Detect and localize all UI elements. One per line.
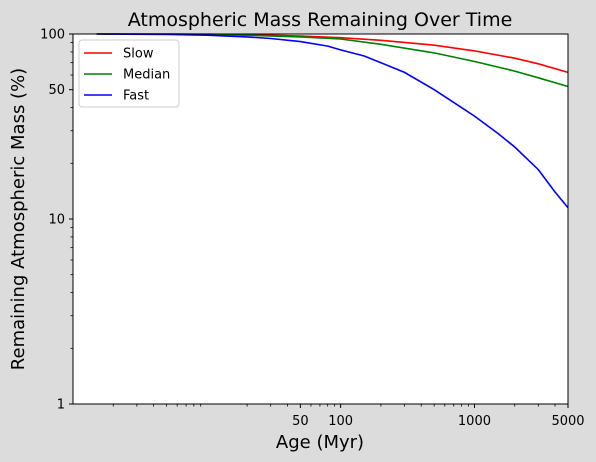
x-tick-label: 100: [328, 414, 353, 429]
y-tick-label: 1: [57, 398, 65, 413]
y-tick-label: 10: [48, 213, 65, 228]
y-axis-ticks: 1 10 50 100: [40, 28, 73, 413]
x-tick-label: 5000: [551, 414, 584, 429]
y-tick-label: 100: [40, 28, 65, 43]
legend-label-fast: Fast: [123, 89, 149, 104]
series-line-fast: [96, 33, 569, 209]
x-tick-label: 50: [292, 414, 309, 429]
y-tick-label: 50: [48, 83, 65, 98]
legend: Slow Median Fast: [78, 39, 180, 108]
chart-title: Atmospheric Mass Remaining Over Time: [128, 9, 513, 31]
legend-label-slow: Slow: [123, 47, 154, 62]
legend-label-median: Median: [123, 68, 170, 83]
x-axis-ticks: 50 100 1000 5000: [112, 404, 585, 429]
y-axis-label: Remaining Atmospheric Mass (%): [8, 68, 29, 370]
legend-box: [78, 39, 180, 108]
x-tick-label: 1000: [458, 414, 491, 429]
x-axis-label: Age (Myr): [276, 432, 364, 453]
